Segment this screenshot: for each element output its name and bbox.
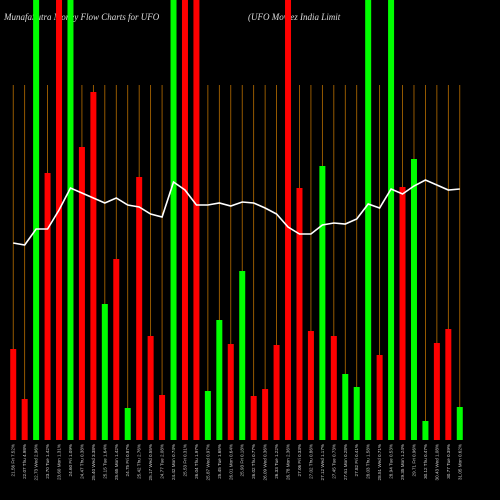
x-tick-label: 23.70 Tue 1.42%	[45, 444, 50, 479]
bar	[159, 395, 166, 440]
bar	[365, 0, 372, 440]
x-tick-label: 25.15 Tue 1.64%	[102, 444, 107, 479]
bar	[227, 344, 234, 440]
money-flow-line	[13, 179, 460, 246]
x-tick-label: 25.40 Wed 3.38%	[91, 444, 96, 480]
x-tick-label: 26.04 Thu 1.97%	[194, 444, 199, 479]
x-tick-label: 25.65 Mon 1.42%	[114, 444, 119, 480]
x-tick-label: 24.60 Fri 1.09%	[68, 444, 73, 476]
bar	[124, 408, 131, 440]
bar	[250, 396, 257, 440]
x-tick-label: 25.87 Wed 0.97%	[205, 444, 210, 480]
x-tick-label: 30.12 Thu 0.47%	[423, 444, 428, 479]
bar	[388, 0, 395, 440]
bar	[307, 331, 314, 440]
x-tick-label: 25.45 Tue 1.65%	[217, 444, 222, 479]
x-tick-label: 30.77 Tue 0.39%	[446, 444, 451, 479]
chart-title: MunafaSutra Money Flow Charts for UFO	[3, 12, 160, 22]
bar	[285, 0, 292, 440]
x-tick-label: 21.56 Fri 7.52%	[11, 444, 16, 476]
x-tick-label: 25.53 Fri 0.31%	[182, 444, 187, 476]
bar	[90, 92, 97, 440]
x-tick-label: 24.77 Tue 2.08%	[160, 444, 165, 479]
bar	[78, 147, 85, 440]
x-tick-label: 26.01 Mon 0.64%	[228, 444, 233, 480]
bar	[262, 389, 269, 440]
bar	[239, 271, 246, 440]
x-tick-label: 28.94 Tue 0.53%	[389, 444, 394, 479]
x-tick-label: 23.60 Mon 1.31%	[57, 444, 62, 480]
bar	[296, 188, 303, 440]
x-tick-label: 27.45 Tue 0.73%	[331, 444, 336, 479]
x-tick-label: 28.51 Wed 0.71%	[377, 444, 382, 480]
bar	[319, 166, 326, 440]
bar	[353, 387, 360, 440]
x-tick-label: 22.07 Thu 4.98%	[22, 444, 27, 479]
x-tick-label: 24.47 Thu 0.38%	[79, 444, 84, 479]
bar	[21, 399, 28, 440]
x-tick-label: 25.93 Fri 0.18%	[240, 444, 245, 476]
x-tick-label: 30.43 Wed 1.08%	[434, 444, 439, 480]
bar	[422, 421, 429, 440]
chart-subtitle: (UFO Moviez India Limit	[248, 12, 341, 22]
bar	[330, 336, 337, 440]
bar	[433, 343, 440, 440]
x-tick-label: 26.33 Tue 1.22%	[274, 444, 279, 479]
bar	[273, 345, 280, 440]
bar	[136, 177, 143, 440]
bar	[10, 349, 17, 440]
bar	[376, 355, 383, 440]
x-tick-label: 28.03 Thu 1.58%	[366, 444, 371, 479]
x-tick-label: 29.35 Mon 1.24%	[400, 444, 405, 480]
x-tick-label: 27.12 Wed 1.17%	[320, 444, 325, 480]
x-tick-label: 27.61 Mon 0.28%	[343, 444, 348, 480]
x-tick-label: 24.75 Fri 0.87%	[125, 444, 130, 476]
x-tick-label: 26.78 Mon 2.36%	[286, 444, 291, 480]
x-tick-label: 27.02 Thu 0.86%	[308, 444, 313, 479]
bar	[56, 0, 63, 440]
bar	[33, 0, 40, 440]
bar	[410, 159, 417, 440]
x-tick-label: 26.09 Wed 0.36%	[263, 444, 268, 480]
bar	[170, 0, 177, 440]
bar	[67, 0, 74, 440]
x-tick-label: 25.42 Thu 2.76%	[137, 444, 142, 479]
bar	[181, 0, 188, 440]
bar	[193, 0, 200, 440]
x-tick-label: 26.02 Thu 0.77%	[251, 444, 256, 479]
x-tick-label: 27.82 Fri 0.41%	[354, 444, 359, 476]
bar	[216, 320, 223, 440]
bar	[44, 173, 51, 440]
bar	[342, 374, 349, 440]
bar	[456, 407, 463, 440]
bar	[445, 329, 452, 440]
x-tick-label: 31.05 Mon 0.62%	[457, 444, 462, 480]
bar	[113, 259, 120, 440]
x-tick-label: 22.73 Wed 2.96%	[34, 444, 39, 480]
x-tick-label: 24.42 Mon 0.74%	[171, 444, 176, 480]
x-tick-label: 25.17 Wed 0.55%	[148, 444, 153, 480]
x-tick-label: 27.06 Fri 0.33%	[297, 444, 302, 476]
bar	[147, 336, 154, 440]
bar	[204, 391, 211, 440]
bar	[101, 304, 108, 440]
bar	[399, 187, 406, 440]
x-tick-label: 29.71 Fri 0.96%	[411, 444, 416, 476]
